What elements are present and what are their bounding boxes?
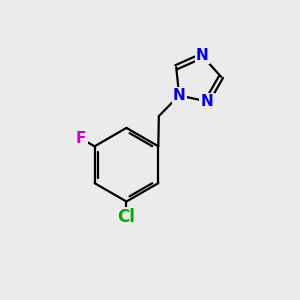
Text: F: F [76, 131, 86, 146]
Text: Cl: Cl [118, 208, 135, 226]
Text: N: N [196, 48, 208, 63]
Text: N: N [201, 94, 213, 109]
Text: N: N [173, 88, 185, 103]
